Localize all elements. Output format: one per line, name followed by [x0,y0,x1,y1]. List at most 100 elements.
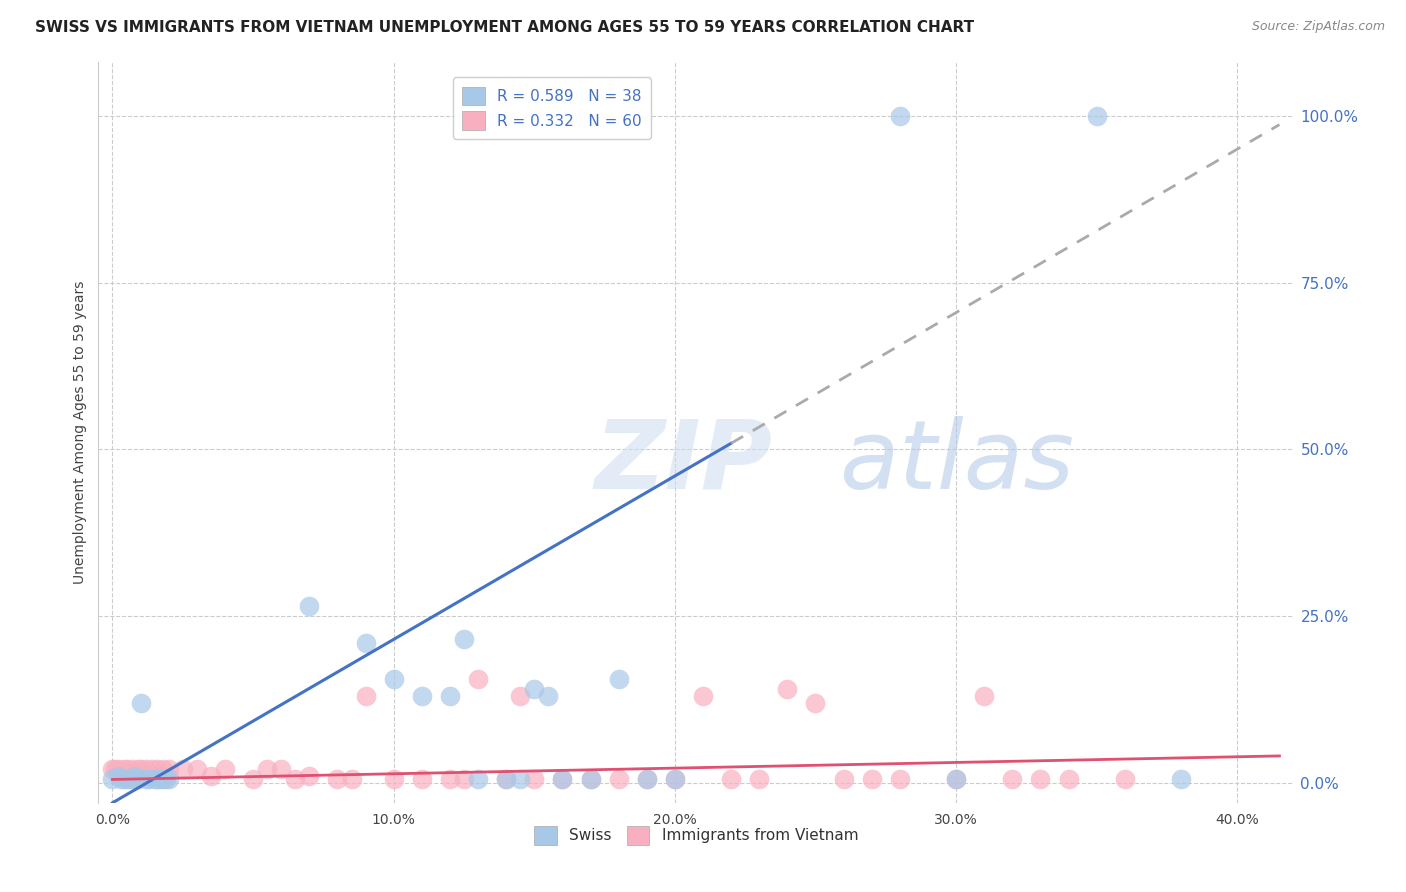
Point [118,772,141,787]
Point [298,769,321,783]
Point [636,772,658,787]
Point [121,763,143,777]
Point [804,696,827,710]
Point [110,769,132,783]
Point [172,763,194,777]
Point [155,769,177,783]
Point [889,109,911,123]
Point [256,763,278,777]
Point [135,772,157,787]
Text: SWISS VS IMMIGRANTS FROM VIETNAM UNEMPLOYMENT AMONG AGES 55 TO 59 YEARS CORRELAT: SWISS VS IMMIGRANTS FROM VIETNAM UNEMPLO… [35,20,974,35]
Point [101,763,124,777]
Point [495,772,517,787]
Point [467,673,489,687]
Point [115,772,138,787]
Point [748,772,770,787]
Point [143,772,166,787]
Point [326,772,349,787]
Y-axis label: Unemployment Among Ages 55 to 59 years: Unemployment Among Ages 55 to 59 years [73,281,87,584]
Point [945,772,967,787]
Point [439,689,461,703]
Point [127,763,149,777]
Legend: Swiss, Immigrants from Vietnam: Swiss, Immigrants from Vietnam [527,820,865,851]
Point [157,763,180,777]
Text: Source: ZipAtlas.com: Source: ZipAtlas.com [1251,20,1385,33]
Point [129,763,152,777]
Point [973,689,995,703]
Point [146,763,169,777]
Point [214,763,236,777]
Point [889,772,911,787]
Point [107,769,129,783]
Point [453,632,475,647]
Point [104,763,127,777]
Point [132,769,155,783]
Point [1170,772,1192,787]
Point [860,772,883,787]
Point [143,769,166,783]
Point [152,763,174,777]
Text: atlas: atlas [839,416,1074,508]
Point [155,772,177,787]
Point [354,636,377,650]
Point [382,772,405,787]
Point [382,673,405,687]
Point [509,689,531,703]
Point [121,772,143,787]
Point [149,772,172,787]
Point [110,772,132,787]
Point [411,689,433,703]
Point [284,772,307,787]
Point [118,769,141,783]
Point [186,763,208,777]
Point [107,763,129,777]
Point [467,772,489,787]
Point [832,772,855,787]
Point [157,772,180,787]
Point [1001,772,1024,787]
Point [124,769,146,783]
Point [945,772,967,787]
Point [124,769,146,783]
Point [411,772,433,787]
Point [270,763,292,777]
Point [551,772,574,787]
Point [1029,772,1052,787]
Point [453,772,475,787]
Point [149,769,172,783]
Point [101,772,124,787]
Point [112,763,135,777]
Point [495,772,517,787]
Point [115,763,138,777]
Point [138,772,160,787]
Point [664,772,686,787]
Point [1114,772,1136,787]
Point [146,772,169,787]
Point [523,772,546,787]
Point [607,673,630,687]
Point [340,772,363,787]
Point [692,689,714,703]
Point [112,772,135,787]
Point [141,763,163,777]
Point [152,772,174,787]
Point [439,772,461,787]
Point [551,772,574,787]
Point [664,772,686,787]
Point [354,689,377,703]
Point [298,599,321,613]
Point [200,769,222,783]
Point [509,772,531,787]
Point [1085,109,1108,123]
Point [129,696,152,710]
Point [776,682,799,697]
Point [607,772,630,787]
Point [720,772,742,787]
Point [138,769,160,783]
Point [523,682,546,697]
Point [242,772,264,787]
Point [579,772,602,787]
Point [636,772,658,787]
Point [579,772,602,787]
Point [1057,772,1080,787]
